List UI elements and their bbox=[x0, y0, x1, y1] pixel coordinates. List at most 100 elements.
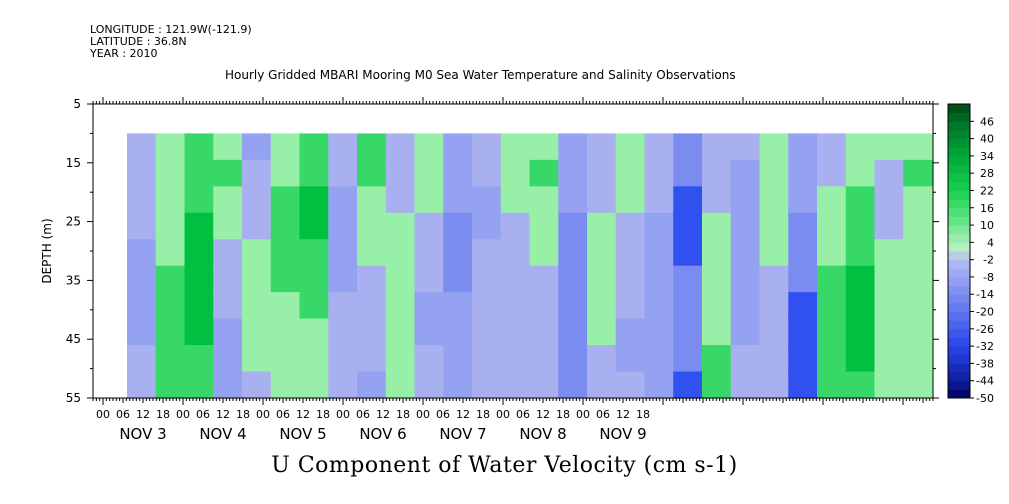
heatmap-cell bbox=[385, 292, 416, 320]
heatmap-cell bbox=[127, 292, 157, 320]
heatmap-cell bbox=[357, 318, 387, 346]
heatmap-cell bbox=[845, 186, 876, 214]
colorbar-swatch bbox=[948, 320, 970, 330]
heatmap-cell bbox=[529, 212, 559, 240]
heatmap-cell bbox=[357, 212, 387, 240]
heatmap-cell bbox=[615, 371, 646, 399]
heatmap-cell bbox=[242, 318, 272, 346]
colorbar-swatch bbox=[948, 173, 970, 183]
heatmap-cell bbox=[587, 159, 617, 187]
heatmap-cell bbox=[845, 265, 876, 293]
colorbar-swatch bbox=[948, 259, 970, 269]
heatmap-cell bbox=[242, 371, 272, 399]
heatmap-cell bbox=[357, 371, 387, 399]
heatmap-cell bbox=[644, 265, 674, 293]
heatmap-cell bbox=[529, 371, 559, 399]
heatmap-cell bbox=[299, 186, 329, 214]
colorbar: 46 40 34 28 22 16 10 4 -2 -8 -14 -20 -26 -32 -38 -44 -50 bbox=[947, 103, 994, 405]
heatmap-cell bbox=[443, 318, 473, 346]
heatmap-cell bbox=[242, 239, 272, 267]
heatmap-cell bbox=[759, 239, 789, 267]
colorbar-swatch bbox=[948, 251, 970, 261]
heatmap-cell bbox=[500, 212, 531, 240]
heatmap-cell bbox=[615, 133, 646, 161]
chart-title: Hourly Gridded MBARI Mooring M0 Sea Wate… bbox=[225, 68, 736, 82]
heatmap-cell bbox=[155, 159, 186, 187]
x-day-label: NOV 4 bbox=[199, 425, 246, 443]
heatmap-cell bbox=[702, 371, 732, 399]
colorbar-swatch bbox=[948, 242, 970, 252]
colorbar-swatch bbox=[948, 389, 970, 399]
heatmap-cell bbox=[529, 345, 559, 373]
heatmap-cell bbox=[472, 212, 502, 240]
colorbar-swatch bbox=[948, 104, 970, 114]
heatmap-cell bbox=[242, 292, 272, 320]
heatmap-cell bbox=[357, 345, 387, 373]
heatmap-cell bbox=[615, 239, 646, 267]
heatmap-cell bbox=[328, 186, 358, 214]
heatmap-cell bbox=[730, 371, 761, 399]
heatmap-cell bbox=[299, 345, 329, 373]
colorbar-swatch bbox=[948, 199, 970, 209]
heatmap-cell bbox=[328, 371, 358, 399]
heatmap-cell bbox=[644, 239, 674, 267]
heatmap-cell bbox=[874, 345, 904, 373]
heatmap-layer bbox=[127, 133, 933, 399]
x-hour-label: 00 bbox=[336, 408, 350, 421]
heatmap-cell bbox=[702, 318, 732, 346]
heatmap-cell bbox=[472, 186, 502, 214]
heatmap-cell bbox=[385, 371, 416, 399]
heatmap-cell bbox=[500, 265, 531, 293]
colorbar-label: -38 bbox=[976, 357, 994, 370]
y-tick-label: 25 bbox=[66, 215, 81, 229]
heatmap-cell bbox=[299, 371, 329, 399]
heatmap-cell bbox=[874, 292, 904, 320]
heatmap-cell bbox=[874, 371, 904, 399]
heatmap-cell bbox=[184, 318, 214, 346]
heatmap-cell bbox=[213, 318, 243, 346]
heatmap-cell bbox=[788, 159, 818, 187]
heatmap-cell bbox=[759, 186, 789, 214]
heatmap-cell bbox=[730, 239, 761, 267]
heatmap-cell bbox=[615, 345, 646, 373]
colorbar-label: -32 bbox=[976, 340, 994, 353]
heatmap-cell bbox=[759, 159, 789, 187]
colorbar-swatch bbox=[948, 147, 970, 157]
heatmap-cell bbox=[644, 371, 674, 399]
x-day-label: NOV 7 bbox=[439, 425, 486, 443]
colorbar-swatch bbox=[948, 181, 970, 191]
x-hour-label: 18 bbox=[556, 408, 570, 421]
heatmap-cell bbox=[184, 212, 214, 240]
heatmap-cell bbox=[242, 212, 272, 240]
heatmap-cell bbox=[357, 239, 387, 267]
heatmap-cell bbox=[385, 133, 416, 161]
heatmap-cell bbox=[615, 318, 646, 346]
longitude-text: LONGITUDE : 121.9W(-121.9) bbox=[90, 23, 252, 36]
colorbar-label: -2 bbox=[983, 254, 994, 267]
heatmap-cell bbox=[472, 345, 502, 373]
heatmap-cell bbox=[357, 159, 387, 187]
heatmap-cell bbox=[788, 371, 818, 399]
heatmap-cell bbox=[385, 345, 416, 373]
heatmap-cell bbox=[414, 292, 444, 320]
heatmap-cell bbox=[270, 212, 301, 240]
heatmap-cell bbox=[817, 265, 847, 293]
x-hour-label: 18 bbox=[396, 408, 410, 421]
heatmap-cell bbox=[299, 265, 329, 293]
heatmap-cell bbox=[903, 186, 933, 214]
heatmap-cell bbox=[472, 159, 502, 187]
heatmap-cell bbox=[615, 265, 646, 293]
colorbar-swatch bbox=[948, 207, 970, 217]
heatmap-cell bbox=[903, 212, 933, 240]
colorbar-swatch bbox=[948, 302, 970, 313]
heatmap-cell bbox=[414, 212, 444, 240]
heatmap-cell bbox=[817, 345, 847, 373]
colorbar-label: -20 bbox=[976, 306, 994, 319]
heatmap-cell bbox=[673, 318, 703, 346]
heatmap-cell bbox=[443, 345, 473, 373]
heatmap-cell bbox=[299, 133, 329, 161]
heatmap-cell bbox=[472, 318, 502, 346]
heatmap-cell bbox=[299, 159, 329, 187]
heatmap-cell bbox=[673, 159, 703, 187]
heatmap-cell bbox=[213, 212, 243, 240]
